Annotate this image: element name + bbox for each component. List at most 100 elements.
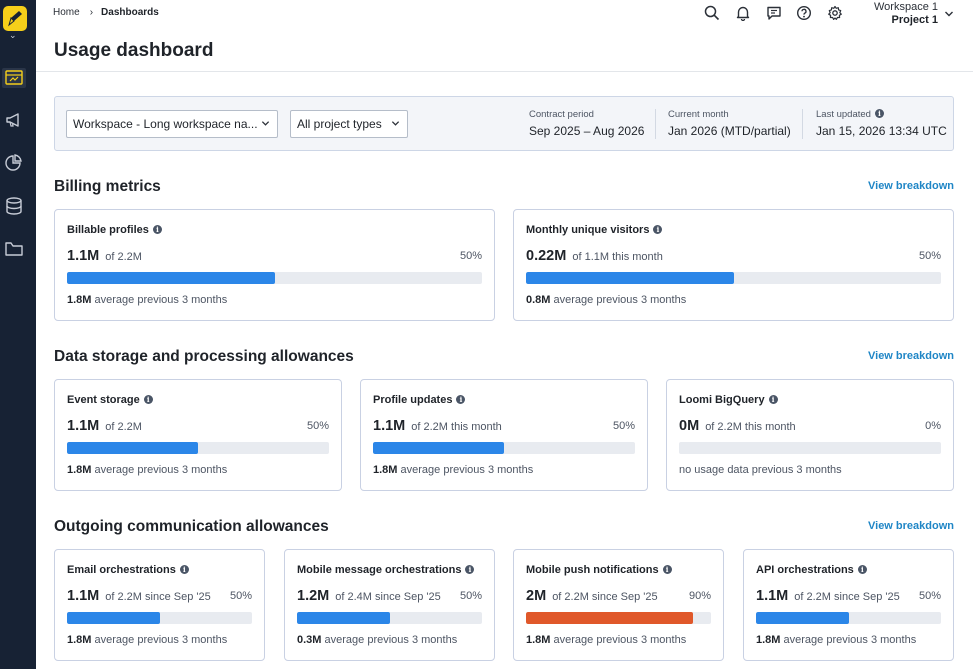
- card-percent: 50%: [459, 590, 482, 602]
- metric-card-event-storage: Event storage i 1.1M of 2.2M 50% 1.8M ave…: [54, 379, 342, 491]
- nav-item-analytics[interactable]: [4, 153, 24, 173]
- card-value: 0M of 2.2M this month: [679, 418, 796, 434]
- nav-item-assets[interactable]: [4, 239, 24, 259]
- current-month-label: Current month: [668, 109, 729, 120]
- card-percent: 90%: [688, 590, 711, 602]
- card-title: Mobile push notifications i: [526, 564, 672, 576]
- metric-card-mobile-message-orchestrations: Mobile message orchestrations i 1.2M of 2…: [284, 549, 495, 661]
- metric-card-email-orchestrations: Email orchestrations i 1.1M of 2.2M since…: [54, 549, 265, 661]
- info-icon[interactable]: i: [152, 225, 162, 234]
- search-button[interactable]: [704, 5, 720, 21]
- card-title: Monthly unique visitors i: [526, 224, 663, 236]
- header-divider: [36, 71, 973, 72]
- progress-track: [679, 442, 941, 454]
- card-title-text: Monthly unique visitors: [526, 224, 650, 236]
- settings-button[interactable]: [827, 5, 843, 21]
- progress-fill: [67, 442, 198, 454]
- card-value-of: of 2.4M since Sep '25: [335, 591, 441, 603]
- section-title-outgoing-communication: Outgoing communication allowances: [54, 518, 329, 535]
- view-breakdown-data-storage-link[interactable]: View breakdown: [868, 350, 954, 362]
- card-title-text: Billable profiles: [67, 224, 149, 236]
- workspace-switcher[interactable]: Workspace 1 Project 1: [874, 1, 938, 27]
- info-icon[interactable]: i: [857, 565, 867, 574]
- card-value-of: of 1.1M this month: [572, 251, 663, 263]
- search-icon: [704, 5, 720, 21]
- card-value: 1.2M of 2.4M since Sep '25: [297, 588, 441, 604]
- metric-card-loomi-bigquery: Loomi BigQuery i 0M of 2.2M this month 0%…: [666, 379, 954, 491]
- card-average-text: average previous 3 months: [94, 464, 228, 476]
- info-icon[interactable]: i: [662, 565, 672, 574]
- card-title: API orchestrations i: [756, 564, 867, 576]
- messages-button[interactable]: [766, 5, 782, 21]
- workspace-switcher-toggle[interactable]: [944, 6, 954, 17]
- progress-track: [373, 442, 635, 454]
- card-value-of: of 2.2M since Sep '25: [552, 591, 658, 603]
- card-value-number: 1.2M: [297, 588, 330, 604]
- card-value-of: of 2.2M since Sep '25: [794, 591, 900, 603]
- info-icon[interactable]: i: [653, 225, 663, 234]
- card-value: 1.1M of 2.2M this month: [373, 418, 502, 434]
- app-logo[interactable]: [3, 6, 27, 31]
- breadcrumb-home[interactable]: Home: [53, 7, 80, 18]
- last-updated: Last updated i Jan 15, 2026 13:34 UTC: [816, 109, 947, 138]
- metric-card-api-orchestrations: API orchestrations i 1.1M of 2.2M since S…: [743, 549, 954, 661]
- card-value-of: of 2.2M since Sep '25: [105, 591, 211, 603]
- breadcrumb-separator: ›: [89, 7, 94, 18]
- card-average-text: average previous 3 months: [324, 634, 458, 646]
- card-average-value: 1.8M: [67, 464, 92, 476]
- card-title: Email orchestrations i: [67, 564, 189, 576]
- card-value-number: 1.1M: [67, 588, 100, 604]
- page-title: Usage dashboard: [54, 40, 214, 61]
- progress-fill: [756, 612, 849, 624]
- card-average-value: 0.8M: [526, 294, 551, 306]
- workspace-select[interactable]: Workspace - Long workspace na...: [66, 110, 278, 138]
- card-average: 1.8M average previous 3 months: [67, 634, 227, 646]
- notifications-button[interactable]: [735, 5, 751, 22]
- card-average: no usage data previous 3 months: [679, 464, 842, 476]
- info-icon[interactable]: i: [179, 565, 189, 574]
- card-average: 0.3M average previous 3 months: [297, 634, 457, 646]
- card-average-text: average previous 3 months: [783, 634, 917, 646]
- card-value-number: 2M: [526, 588, 547, 604]
- card-percent: 50%: [918, 250, 941, 262]
- card-percent: 0%: [925, 420, 941, 432]
- nav-item-dashboards[interactable]: [2, 68, 26, 88]
- card-average: 1.8M average previous 3 months: [67, 294, 227, 306]
- card-title-text: Email orchestrations: [67, 564, 176, 576]
- card-average-value: 1.8M: [373, 464, 398, 476]
- view-breakdown-outgoing-link[interactable]: View breakdown: [868, 520, 954, 532]
- card-average: 1.8M average previous 3 months: [373, 464, 533, 476]
- card-value-number: 1.1M: [67, 248, 100, 264]
- nav-item-campaigns[interactable]: [4, 110, 24, 130]
- info-icon[interactable]: i: [874, 109, 884, 118]
- card-percent: 50%: [459, 250, 482, 262]
- nav-item-data[interactable]: [4, 196, 24, 216]
- last-updated-label: Last updated: [816, 109, 871, 120]
- info-icon[interactable]: i: [143, 395, 153, 404]
- current-month-value: Jan 2026 (MTD/partial): [668, 124, 791, 138]
- help-button[interactable]: [796, 5, 812, 21]
- current-month: Current month Jan 2026 (MTD/partial): [668, 109, 791, 138]
- card-value: 0.22M of 1.1M this month: [526, 248, 663, 264]
- progress-fill: [67, 272, 275, 284]
- progress-track: [297, 612, 482, 624]
- info-icon[interactable]: i: [768, 395, 778, 404]
- info-icon[interactable]: i: [456, 395, 466, 404]
- meta-divider: [655, 109, 656, 139]
- card-title-text: Loomi BigQuery: [679, 394, 765, 406]
- workspace-switcher-chevron-icon[interactable]: ⌄: [9, 30, 17, 40]
- progress-track: [526, 272, 941, 284]
- workspace-name: Workspace 1: [874, 1, 938, 13]
- info-icon[interactable]: i: [465, 565, 475, 574]
- megaphone-icon: [6, 113, 19, 127]
- card-value-of: of 2.2M: [105, 421, 142, 433]
- metric-card-billable-profiles: Billable profiles i 1.1M of 2.2M 50% 1.8M…: [54, 209, 495, 321]
- project-type-select[interactable]: All project types: [290, 110, 408, 138]
- view-breakdown-billing-link[interactable]: View breakdown: [868, 180, 954, 192]
- card-title-text: Event storage: [67, 394, 140, 406]
- contract-period-value: Sep 2025 – Aug 2026: [529, 124, 645, 138]
- card-title-text: Profile updates: [373, 394, 453, 406]
- card-percent: 50%: [918, 590, 941, 602]
- card-value-number: 1.1M: [756, 588, 789, 604]
- card-value-number: 1.1M: [373, 418, 406, 434]
